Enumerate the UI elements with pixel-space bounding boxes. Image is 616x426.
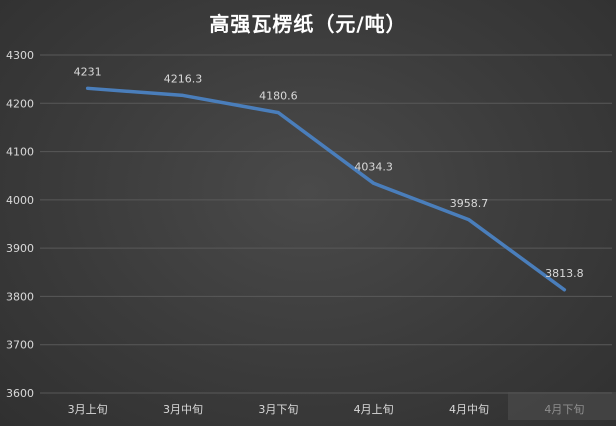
data-label: 4216.3: [164, 72, 203, 85]
data-label: 4034.3: [354, 160, 393, 173]
data-label: 3958.7: [450, 197, 489, 210]
gridlines: [40, 54, 612, 394]
series-line: [85, 86, 567, 292]
x-tick-label: 3月下旬: [258, 403, 298, 416]
x-axis-ticks: 3月上旬3月中旬3月下旬4月上旬4月中旬4月下旬: [68, 403, 585, 416]
y-tick-label: 3700: [6, 339, 34, 352]
y-tick-label: 3800: [6, 290, 34, 303]
data-label: 4180.6: [259, 90, 298, 103]
data-label: 3813.8: [545, 267, 584, 280]
x-tick-label: 3月上旬: [68, 403, 108, 416]
watermark-overlay: [508, 392, 616, 420]
y-tick-label: 4000: [6, 194, 34, 207]
data-labels: 4231 4216.3 4180.6 4034.3 3958.7 3813.8: [74, 65, 584, 279]
chart-title: 高强瓦楞纸（元/吨）: [209, 12, 407, 36]
x-tick-label: 3月中旬: [163, 403, 203, 416]
series-lines: [85, 86, 567, 292]
y-tick-label: 3900: [6, 242, 34, 255]
y-tick-label: 4300: [6, 49, 34, 62]
y-tick-label: 3600: [6, 387, 34, 400]
data-label: 4231: [74, 65, 102, 78]
x-tick-label: 4月上旬: [354, 403, 394, 416]
y-tick-label: 4100: [6, 146, 34, 159]
y-tick-label: 4200: [6, 97, 34, 110]
x-tick-label: 4月中旬: [449, 403, 489, 416]
y-axis-ticks: 3600 3700 3800 3900 4000 4100 4200 4300: [6, 49, 34, 400]
